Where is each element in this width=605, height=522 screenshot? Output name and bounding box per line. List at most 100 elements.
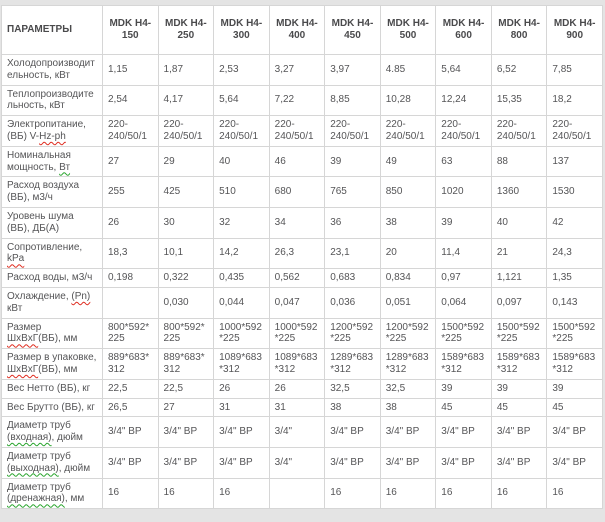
table-row-gross-weight: Вес Брутто (ВБ), кг 26,5 27 31 31 38 38 45 45 45 bbox=[1, 397, 603, 418]
label-text: Электропитание, (ВБ) V- bbox=[7, 119, 86, 142]
dimensions-value-mdk-h4-300: 1000*592*225 bbox=[213, 317, 270, 350]
cooling-pn-value-mdk-h4-900: 0,143 bbox=[546, 286, 603, 319]
pipe-drain-diameter-value-mdk-h4-600: 16 bbox=[435, 477, 492, 510]
label-text: Теплопроизводительность, кВт bbox=[7, 88, 94, 112]
specs-table-header: ПАРАМЕТРЫ MDK H4-150 MDK H4-250 MDK H4-300 M… bbox=[1, 5, 603, 55]
cooling-pn-value-mdk-h4-500: 0,051 bbox=[379, 286, 437, 319]
label-text-spellchecked: ШхВхГ bbox=[7, 333, 39, 345]
heating-capacity-value-mdk-h4-150: 2,54 bbox=[102, 84, 159, 117]
pipe-drain-diameter-value-mdk-h4-900: 16 bbox=[546, 477, 603, 510]
pipe-outlet-diameter-value-mdk-h4-150: 3/4" ВР bbox=[102, 446, 159, 479]
cooling-capacity-value-mdk-h4-500: 4.85 bbox=[379, 54, 437, 86]
dimensions-value-mdk-h4-150: 800*592*225 bbox=[102, 317, 159, 350]
nominal-power-value-mdk-h4-500: 49 bbox=[379, 145, 437, 178]
noise-level-label: Уровень шума (ВБ), ДБ(А) bbox=[1, 206, 103, 239]
cooling-capacity-value-mdk-h4-300: 2,53 bbox=[213, 54, 270, 86]
label-text-spellchecked: kPa bbox=[7, 253, 25, 265]
water-flow-value-mdk-h4-900: 1,35 bbox=[546, 268, 603, 288]
power-supply-value-mdk-h4-300: 220-240/50/1 bbox=[213, 115, 270, 147]
cooling-pn-value-mdk-h4-600: 0,064 bbox=[435, 286, 492, 319]
gross-weight-value-mdk-h4-800: 45 bbox=[490, 397, 548, 418]
table-row-pipe-outlet-diameter: Диаметр труб (выходная), дюйм 3/4" ВР 3/4"… bbox=[1, 446, 603, 479]
nominal-power-value-mdk-h4-150: 27 bbox=[102, 145, 159, 178]
cooling-capacity-value-mdk-h4-400: 3,27 bbox=[268, 54, 326, 86]
heating-capacity-label: Теплопроизводительность, кВт bbox=[1, 84, 103, 117]
label-text: , дюйм bbox=[51, 432, 83, 444]
column-header-mdk-h4-150: MDK H4-150 bbox=[102, 5, 159, 55]
nominal-power-label: Номинальная мощность, Вт bbox=[1, 145, 103, 178]
pipe-drain-diameter-value-mdk-h4-800: 16 bbox=[490, 477, 548, 510]
table-row-nominal-power: Номинальная мощность, Вт 27 29 40 46 39 49 63 88… bbox=[1, 145, 603, 178]
column-header-mdk-h4-450: MDK H4-450 bbox=[324, 5, 381, 55]
specs-table-body: Холодопроизводительность, кВт 1,15 1,87 2,5… bbox=[1, 54, 603, 510]
table-row-cooling-capacity: Холодопроизводительность, кВт 1,15 1,87 2,5… bbox=[1, 54, 603, 86]
table-row-noise-level: Уровень шума (ВБ), ДБ(А) 26 30 32 34 36 38 39 40… bbox=[1, 206, 603, 239]
pipe-inlet-diameter-value-mdk-h4-300: 3/4" ВР bbox=[213, 416, 270, 448]
power-supply-value-mdk-h4-800: 220-240/50/1 bbox=[490, 115, 548, 147]
pipe-outlet-diameter-value-mdk-h4-800: 3/4" ВР bbox=[490, 446, 548, 479]
resistance-value-mdk-h4-300: 14,2 bbox=[213, 237, 270, 270]
table-row-heating-capacity: Теплопроизводительность, кВт 2,54 4,17 5,64… bbox=[1, 84, 603, 117]
cooling-pn-value-mdk-h4-450: 0,036 bbox=[324, 286, 381, 319]
nominal-power-value-mdk-h4-300: 40 bbox=[213, 145, 270, 178]
resistance-value-mdk-h4-600: 11,4 bbox=[435, 237, 492, 270]
resistance-value-mdk-h4-900: 24,3 bbox=[546, 237, 603, 270]
package-dimensions-value-mdk-h4-800: 1589*683*312 bbox=[490, 348, 548, 380]
net-weight-value-mdk-h4-450: 32,5 bbox=[324, 378, 381, 399]
table-row-resistance: Сопротивление, kPa 18,3 10,1 14,2 26,3 23,1 20… bbox=[1, 237, 603, 270]
gross-weight-value-mdk-h4-300: 31 bbox=[213, 397, 270, 418]
label-text: , дюйм bbox=[58, 462, 91, 474]
dimensions-value-mdk-h4-250: 800*592*225 bbox=[157, 317, 215, 350]
heating-capacity-value-mdk-h4-600: 12,24 bbox=[435, 84, 492, 117]
noise-level-value-mdk-h4-400: 34 bbox=[268, 206, 326, 239]
label-text: Размер bbox=[7, 321, 42, 333]
noise-level-value-mdk-h4-900: 42 bbox=[546, 206, 603, 239]
heating-capacity-value-mdk-h4-800: 15,35 bbox=[490, 84, 548, 117]
resistance-value-mdk-h4-500: 20 bbox=[379, 237, 437, 270]
pipe-drain-diameter-value-mdk-h4-450: 16 bbox=[324, 477, 381, 510]
net-weight-value-mdk-h4-300: 26 bbox=[213, 378, 270, 399]
net-weight-value-mdk-h4-150: 22,5 bbox=[102, 378, 159, 399]
label-text: Вес Брутто (ВБ), кг bbox=[7, 401, 95, 413]
dimensions-value-mdk-h4-400: 1000*592*225 bbox=[268, 317, 326, 350]
net-weight-value-mdk-h4-900: 39 bbox=[546, 378, 603, 399]
column-header-mdk-h4-250: MDK H4-250 bbox=[157, 5, 215, 55]
label-text-spellchecked: (Pn) bbox=[71, 290, 91, 302]
water-flow-value-mdk-h4-800: 1,121 bbox=[490, 268, 548, 288]
table-row-net-weight: Вес Нетто (ВБ), кг 22,5 22,5 26 26 32,5 32,5 39… bbox=[1, 378, 603, 399]
pipe-inlet-diameter-value-mdk-h4-500: 3/4" ВР bbox=[379, 416, 437, 448]
cooling-capacity-value-mdk-h4-600: 5,64 bbox=[435, 54, 492, 86]
gross-weight-value-mdk-h4-450: 38 bbox=[324, 397, 381, 418]
water-flow-value-mdk-h4-250: 0,322 bbox=[157, 268, 215, 288]
heating-capacity-value-mdk-h4-500: 10,28 bbox=[379, 84, 437, 117]
power-supply-value-mdk-h4-250: 220-240/50/1 bbox=[157, 115, 215, 147]
noise-level-value-mdk-h4-150: 26 bbox=[102, 206, 159, 239]
gross-weight-value-mdk-h4-400: 31 bbox=[268, 397, 326, 418]
label-text-spellchecked: Вт bbox=[59, 161, 71, 173]
pipe-outlet-diameter-value-mdk-h4-250: 3/4" ВР bbox=[157, 446, 215, 479]
resistance-label: Сопротивление, kPa bbox=[1, 237, 103, 270]
label-text: (ВБ), мм bbox=[38, 363, 78, 375]
heating-capacity-value-mdk-h4-300: 5,64 bbox=[213, 84, 270, 117]
net-weight-label: Вес Нетто (ВБ), кг bbox=[1, 378, 103, 399]
net-weight-value-mdk-h4-600: 39 bbox=[435, 378, 492, 399]
dimensions-value-mdk-h4-500: 1200*592*225 bbox=[379, 317, 437, 350]
air-flow-value-mdk-h4-250: 425 bbox=[157, 176, 215, 208]
label-text-spellchecked: ШхВхГ bbox=[7, 363, 39, 375]
cooling-pn-value-mdk-h4-300: 0,044 bbox=[213, 286, 270, 319]
cooling-capacity-value-mdk-h4-900: 7,85 bbox=[546, 54, 603, 86]
pipe-drain-diameter-value-mdk-h4-400 bbox=[268, 477, 326, 510]
air-flow-value-mdk-h4-400: 680 bbox=[268, 176, 326, 208]
power-supply-value-mdk-h4-400: 220-240/50/1 bbox=[268, 115, 326, 147]
mdk-h4-specs-table: ПАРАМЕТРЫ MDK H4-150 MDK H4-250 MDK H4-300 M… bbox=[1, 5, 603, 510]
water-flow-value-mdk-h4-450: 0,683 bbox=[324, 268, 381, 288]
dimensions-value-mdk-h4-600: 1500*592*225 bbox=[435, 317, 492, 350]
cooling-capacity-label: Холодопроизводительность, кВт bbox=[1, 54, 103, 86]
label-text-spellchecked: (выходная) bbox=[7, 462, 59, 474]
nominal-power-value-mdk-h4-600: 63 bbox=[435, 145, 492, 178]
gross-weight-value-mdk-h4-600: 45 bbox=[435, 397, 492, 418]
net-weight-value-mdk-h4-500: 32,5 bbox=[379, 378, 437, 399]
package-dimensions-value-mdk-h4-450: 1289*683*312 bbox=[324, 348, 381, 380]
dimensions-value-mdk-h4-800: 1500*592*225 bbox=[490, 317, 548, 350]
